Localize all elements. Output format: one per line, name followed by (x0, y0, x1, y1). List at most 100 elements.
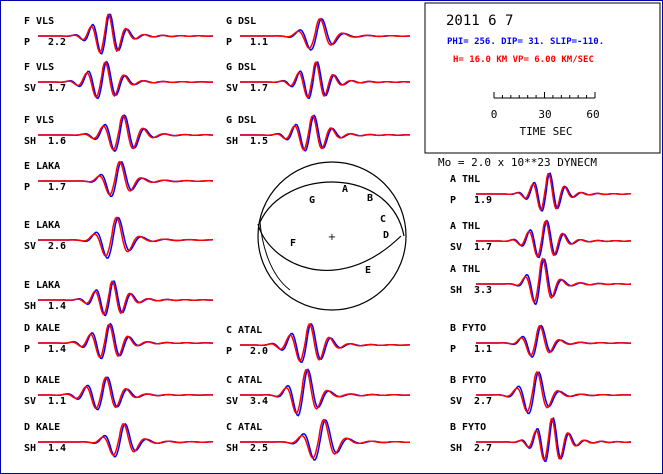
station-label: D KALE (24, 323, 60, 334)
synthetic-waveform (476, 324, 631, 357)
sphere-center-mark: + (328, 232, 336, 243)
phase-label: SV (450, 242, 462, 253)
phase-label: P (450, 344, 456, 355)
amplitude-label: 1.6 (48, 136, 66, 147)
synthetic-waveform (38, 216, 213, 257)
waveform-panel: A THL SH 3.3 (450, 257, 632, 306)
synthetic-waveform (38, 114, 213, 151)
time-tick-0: 0 (491, 108, 498, 121)
station-label: C ATAL (226, 325, 262, 336)
synthetic-waveform (240, 368, 410, 414)
station-label: G DSL (226, 16, 256, 27)
sphere-label-e: E (365, 265, 371, 276)
synthetic-waveform (38, 280, 213, 315)
phase-label: P (226, 37, 232, 48)
amplitude-label: 3.3 (474, 285, 492, 296)
amplitude-label: 2.0 (250, 346, 268, 357)
amplitude-label: 2.2 (48, 37, 66, 48)
focal-sphere: + G A B C D F E (257, 161, 407, 311)
nodal-plane-edge (259, 221, 291, 291)
station-label: B FYTO (450, 375, 486, 386)
amplitude-label: 1.4 (48, 443, 66, 454)
amplitude-label: 2.7 (474, 443, 492, 454)
amplitude-label: 1.7 (250, 83, 268, 94)
waveform-panel: G DSL SV 1.7 (226, 61, 411, 100)
synthetic-waveform (476, 172, 632, 211)
synthetic-waveform (38, 422, 213, 456)
phase-label: SH (24, 443, 36, 454)
station-label: F VLS (24, 115, 54, 126)
nodal-plane-2 (257, 223, 402, 271)
waveform-panel: D KALE SH 1.4 (24, 422, 214, 458)
moment-text: Mo = 2.0 x 10**23 DYNECM (438, 156, 597, 169)
waveform-panel: B FYTO SV 2.7 (450, 370, 631, 415)
station-label: F VLS (24, 62, 54, 73)
waveform-panel: D KALE P 1.4 (24, 322, 214, 360)
amplitude-label: 1.1 (474, 344, 492, 355)
observed-waveform (476, 219, 632, 259)
waveform-panel: F VLS P 2.2 (24, 13, 214, 55)
focal-sphere-outline (257, 161, 407, 311)
sphere-label-d: D (383, 230, 389, 241)
phase-label: P (24, 182, 30, 193)
phase-label: P (450, 195, 456, 206)
waveform-panel: C ATAL SV 3.4 (226, 368, 410, 417)
phase-label: SH (226, 136, 238, 147)
station-label: B FYTO (450, 323, 486, 334)
time-tick-60: 60 (586, 108, 599, 121)
phase-label: SH (24, 301, 36, 312)
phase-label: SH (450, 443, 462, 454)
synthetic-waveform (240, 418, 411, 459)
time-scale-label: TIME SEC (520, 125, 573, 138)
station-label: C ATAL (226, 375, 262, 386)
waveform-panel: E LAKA SH 1.4 (24, 280, 213, 317)
sphere-label-f: F (290, 238, 296, 249)
synthetic-waveform (476, 370, 631, 413)
amplitude-label: 1.4 (48, 344, 66, 355)
sphere-label-b: B (367, 193, 373, 204)
amplitude-label: 2.5 (250, 443, 268, 454)
header-box (424, 2, 661, 154)
station-label: B FYTO (450, 422, 486, 433)
waveform-panel: G DSL P 1.1 (226, 16, 411, 51)
synthetic-waveform (38, 160, 214, 196)
waveform-panel: F VLS SH 1.6 (24, 114, 214, 152)
mechanism-text: PHI= 256. DIP= 31. SLIP=-110. (447, 37, 604, 47)
waveform-panel: B FYTO P 1.1 (450, 323, 631, 358)
station-label: F VLS (24, 16, 54, 27)
amplitude-label: 1.1 (250, 37, 268, 48)
synthetic-waveform (38, 376, 214, 410)
synthetic-waveform (476, 219, 631, 257)
phase-label: SH (450, 285, 462, 296)
phase-label: SV (226, 83, 238, 94)
phase-label: SV (24, 83, 36, 94)
amplitude-label: 1.7 (48, 182, 66, 193)
synthetic-waveform (38, 13, 214, 53)
phase-label: SH (24, 136, 36, 147)
station-label: A THL (450, 221, 480, 232)
synthetic-waveform (38, 323, 213, 358)
station-label: D KALE (24, 422, 60, 433)
synthetic-waveform (240, 114, 410, 151)
synthetic-waveform (38, 61, 213, 98)
waveform-panel: E LAKA P 1.7 (24, 160, 214, 198)
station-label: E LAKA (24, 220, 60, 231)
waveform-panel: E LAKA SV 2.6 (24, 216, 214, 259)
phase-label: SV (24, 241, 36, 252)
station-label: G DSL (226, 115, 256, 126)
sphere-label-c: C (380, 214, 386, 225)
phase-label: SH (226, 443, 238, 454)
waveform-panel: C ATAL SH 2.5 (226, 418, 411, 461)
amplitude-label: 2.7 (474, 396, 492, 407)
waveform-panel: C ATAL P 2.0 (226, 323, 410, 364)
synthetic-waveform (240, 323, 410, 362)
phase-label: SV (226, 396, 238, 407)
phase-label: P (226, 346, 232, 357)
sphere-label-a: A (342, 184, 348, 195)
waveform-panel: A THL SV 1.7 (450, 219, 632, 259)
time-scale: 0 30 60 TIME SEC (491, 92, 600, 138)
observed-waveform (476, 258, 631, 306)
